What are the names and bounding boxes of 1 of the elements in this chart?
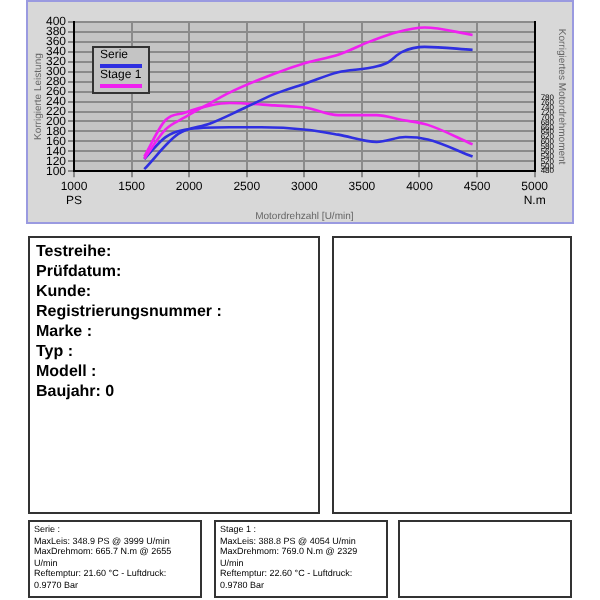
text: Testreihe: Prüfdatum: Kunde: Registrierungsnummer : Marke : Typ : Modell : Baujahr: 0: [28, 236, 320, 514]
